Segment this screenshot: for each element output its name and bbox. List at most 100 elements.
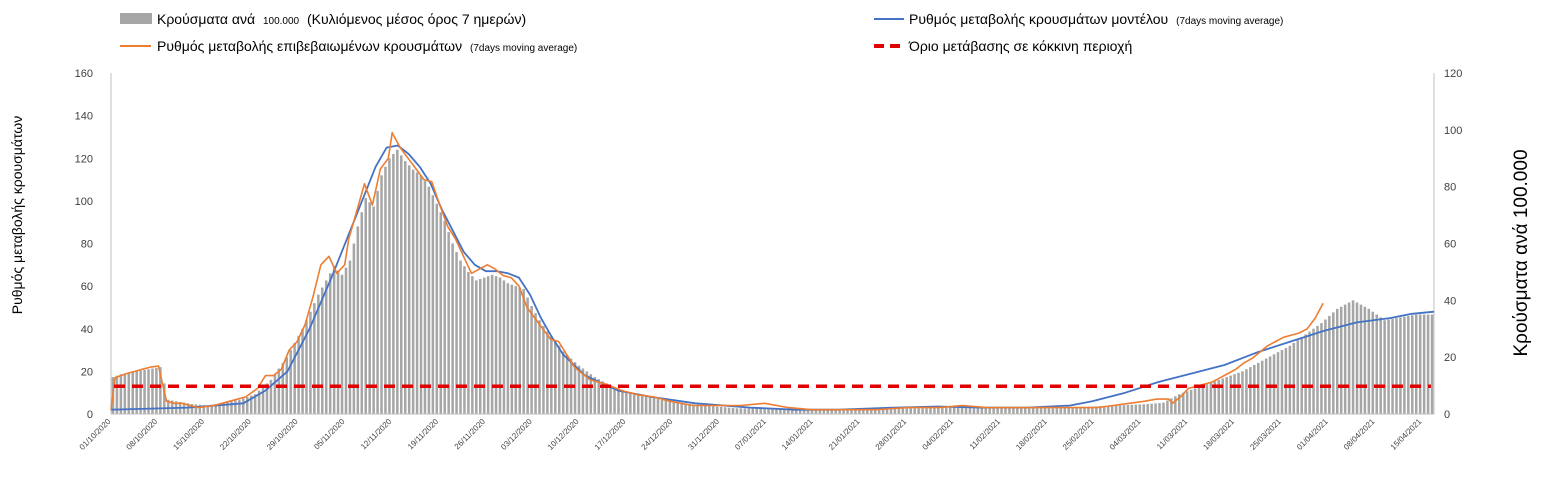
bar bbox=[281, 362, 285, 414]
bar bbox=[546, 331, 549, 414]
bar bbox=[719, 406, 723, 414]
bar bbox=[214, 404, 217, 414]
bar bbox=[862, 408, 865, 414]
bar bbox=[502, 280, 506, 414]
bar bbox=[573, 362, 577, 414]
bar bbox=[1095, 406, 1098, 414]
bar bbox=[1324, 319, 1327, 414]
bar bbox=[313, 303, 316, 414]
bar bbox=[344, 267, 348, 414]
bar bbox=[368, 202, 371, 414]
bar bbox=[301, 328, 304, 414]
bar bbox=[684, 403, 687, 414]
bar bbox=[787, 409, 790, 414]
bar bbox=[1312, 328, 1315, 414]
bar bbox=[759, 408, 762, 414]
bar bbox=[1335, 308, 1339, 414]
bar bbox=[1130, 404, 1134, 414]
bar bbox=[704, 405, 707, 414]
legend-item-threshold: Όριο μετάβασης σε κόκκινη περιοχή bbox=[874, 38, 1132, 54]
x-tick-label: 25/03/2021 bbox=[1248, 417, 1283, 452]
bar bbox=[423, 180, 427, 414]
bar bbox=[751, 408, 755, 414]
bar bbox=[403, 161, 407, 414]
bar bbox=[652, 397, 656, 414]
bar bbox=[1174, 396, 1177, 414]
bar bbox=[143, 369, 146, 414]
bar bbox=[478, 279, 482, 414]
bar bbox=[897, 408, 901, 414]
bar bbox=[1193, 388, 1197, 414]
bar bbox=[435, 203, 439, 414]
bar bbox=[601, 381, 604, 414]
bar bbox=[976, 406, 980, 414]
bar bbox=[577, 365, 581, 414]
legend-label-bars: Κρούσματα ανά 100.000 (Κυλιόμενος μέσος … bbox=[157, 11, 526, 27]
bar bbox=[589, 374, 593, 414]
bar bbox=[321, 287, 324, 414]
bar bbox=[822, 409, 826, 414]
bar bbox=[830, 409, 834, 414]
bar bbox=[1189, 389, 1193, 414]
bar bbox=[1027, 407, 1031, 414]
bar bbox=[948, 407, 952, 414]
bar bbox=[629, 392, 632, 414]
bar bbox=[230, 401, 233, 414]
y-right-tick-label: 0 bbox=[1444, 409, 1450, 421]
bar bbox=[826, 409, 830, 414]
bar bbox=[1201, 385, 1205, 414]
bar bbox=[534, 313, 537, 414]
bar bbox=[265, 383, 269, 414]
bar bbox=[980, 406, 984, 414]
bar bbox=[1150, 403, 1153, 414]
bar bbox=[956, 406, 960, 414]
bar bbox=[151, 368, 154, 414]
bar bbox=[597, 379, 600, 414]
legend-label-threshold: Όριο μετάβασης σε κόκκινη περιοχή bbox=[908, 38, 1132, 54]
bar bbox=[700, 405, 703, 414]
bar bbox=[202, 405, 206, 414]
bar bbox=[715, 406, 719, 414]
bar bbox=[1414, 314, 1418, 414]
legend-swatch-bars bbox=[120, 13, 152, 24]
bar bbox=[676, 402, 679, 414]
bar bbox=[664, 400, 668, 414]
bar bbox=[396, 149, 399, 414]
bar bbox=[893, 408, 897, 414]
y-left-tick-label: 20 bbox=[81, 366, 93, 378]
bar bbox=[565, 355, 569, 414]
bar bbox=[869, 408, 873, 414]
bar bbox=[1249, 367, 1252, 414]
bar bbox=[222, 402, 225, 414]
y-right-tick-label: 40 bbox=[1444, 295, 1456, 307]
bar bbox=[388, 158, 391, 414]
bar bbox=[1229, 375, 1232, 414]
bar bbox=[309, 311, 312, 414]
x-tick-label: 10/12/2020 bbox=[546, 417, 581, 452]
bar bbox=[660, 399, 664, 414]
bar bbox=[376, 190, 379, 414]
bar bbox=[1391, 318, 1394, 414]
bar bbox=[1205, 384, 1209, 414]
bar bbox=[1403, 316, 1406, 414]
bar bbox=[581, 368, 585, 414]
bar bbox=[798, 409, 802, 414]
bar bbox=[1110, 405, 1114, 414]
bar bbox=[996, 406, 999, 414]
bar bbox=[411, 169, 415, 414]
bar bbox=[901, 408, 905, 414]
bar bbox=[538, 320, 541, 414]
bar bbox=[909, 408, 912, 414]
bar bbox=[463, 266, 466, 414]
legend-item-bars: Κρούσματα ανά 100.000 (Κυλιόμενος μέσος … bbox=[120, 11, 526, 27]
bar bbox=[277, 368, 281, 414]
x-tick-label: 03/12/2020 bbox=[499, 417, 534, 452]
x-tick-label: 18/03/2021 bbox=[1201, 417, 1236, 452]
bar bbox=[747, 408, 751, 414]
x-tick-label: 08/04/2021 bbox=[1342, 417, 1377, 452]
bar bbox=[206, 405, 210, 414]
x-tick-label: 15/10/2020 bbox=[171, 417, 206, 452]
bar bbox=[1272, 354, 1276, 414]
confirmed-line bbox=[110, 131, 1324, 411]
y-left-tick-label: 80 bbox=[81, 239, 93, 251]
